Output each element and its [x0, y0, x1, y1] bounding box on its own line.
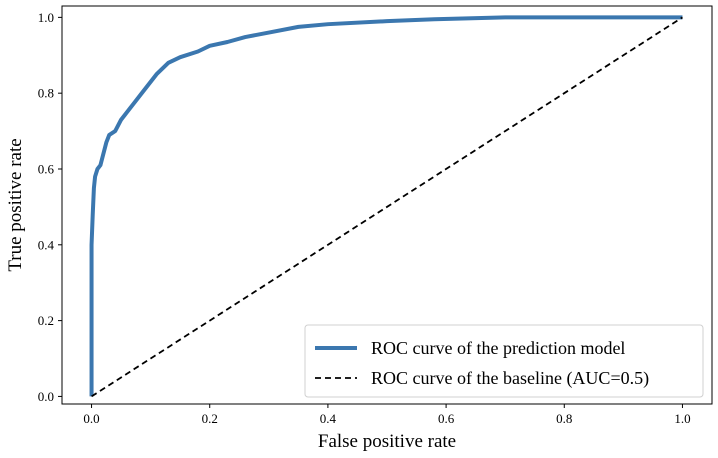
x-tick-label: 0.0 [83, 411, 99, 426]
legend-box [304, 324, 704, 398]
x-tick-label: 0.8 [556, 411, 572, 426]
x-axis-label: False positive rate [318, 431, 456, 452]
y-tick-label: 0.0 [38, 389, 54, 404]
y-tick-label: 1.0 [38, 10, 54, 25]
legend-label-baseline: ROC curve of the baseline (AUC=0.5) [371, 368, 649, 389]
x-axis: 0.0 0.2 0.4 0.6 0.8 1.0 [83, 404, 691, 426]
y-axis: 0.0 0.2 0.4 0.6 0.8 1.0 [38, 10, 62, 404]
y-tick-label: 0.8 [38, 86, 54, 101]
plot-frame [61, 5, 713, 405]
series-layer [89, 15, 683, 398]
x-tick-label: 0.4 [320, 411, 337, 426]
y-axis-label: True positive rate [5, 138, 26, 271]
x-tick-label: 0.6 [438, 411, 455, 426]
y-tick-label: 0.4 [38, 237, 55, 252]
legend: ROC curve of the prediction model ROC cu… [304, 324, 704, 398]
y-tick-label: 0.2 [38, 313, 54, 328]
roc-curve-baseline [91, 16, 683, 398]
legend-label-model: ROC curve of the prediction model [371, 338, 625, 358]
x-tick-label: 1.0 [674, 411, 690, 426]
x-tick-label: 0.2 [202, 411, 218, 426]
roc-curve-model [89, 15, 683, 397]
y-tick-label: 0.6 [38, 161, 55, 176]
